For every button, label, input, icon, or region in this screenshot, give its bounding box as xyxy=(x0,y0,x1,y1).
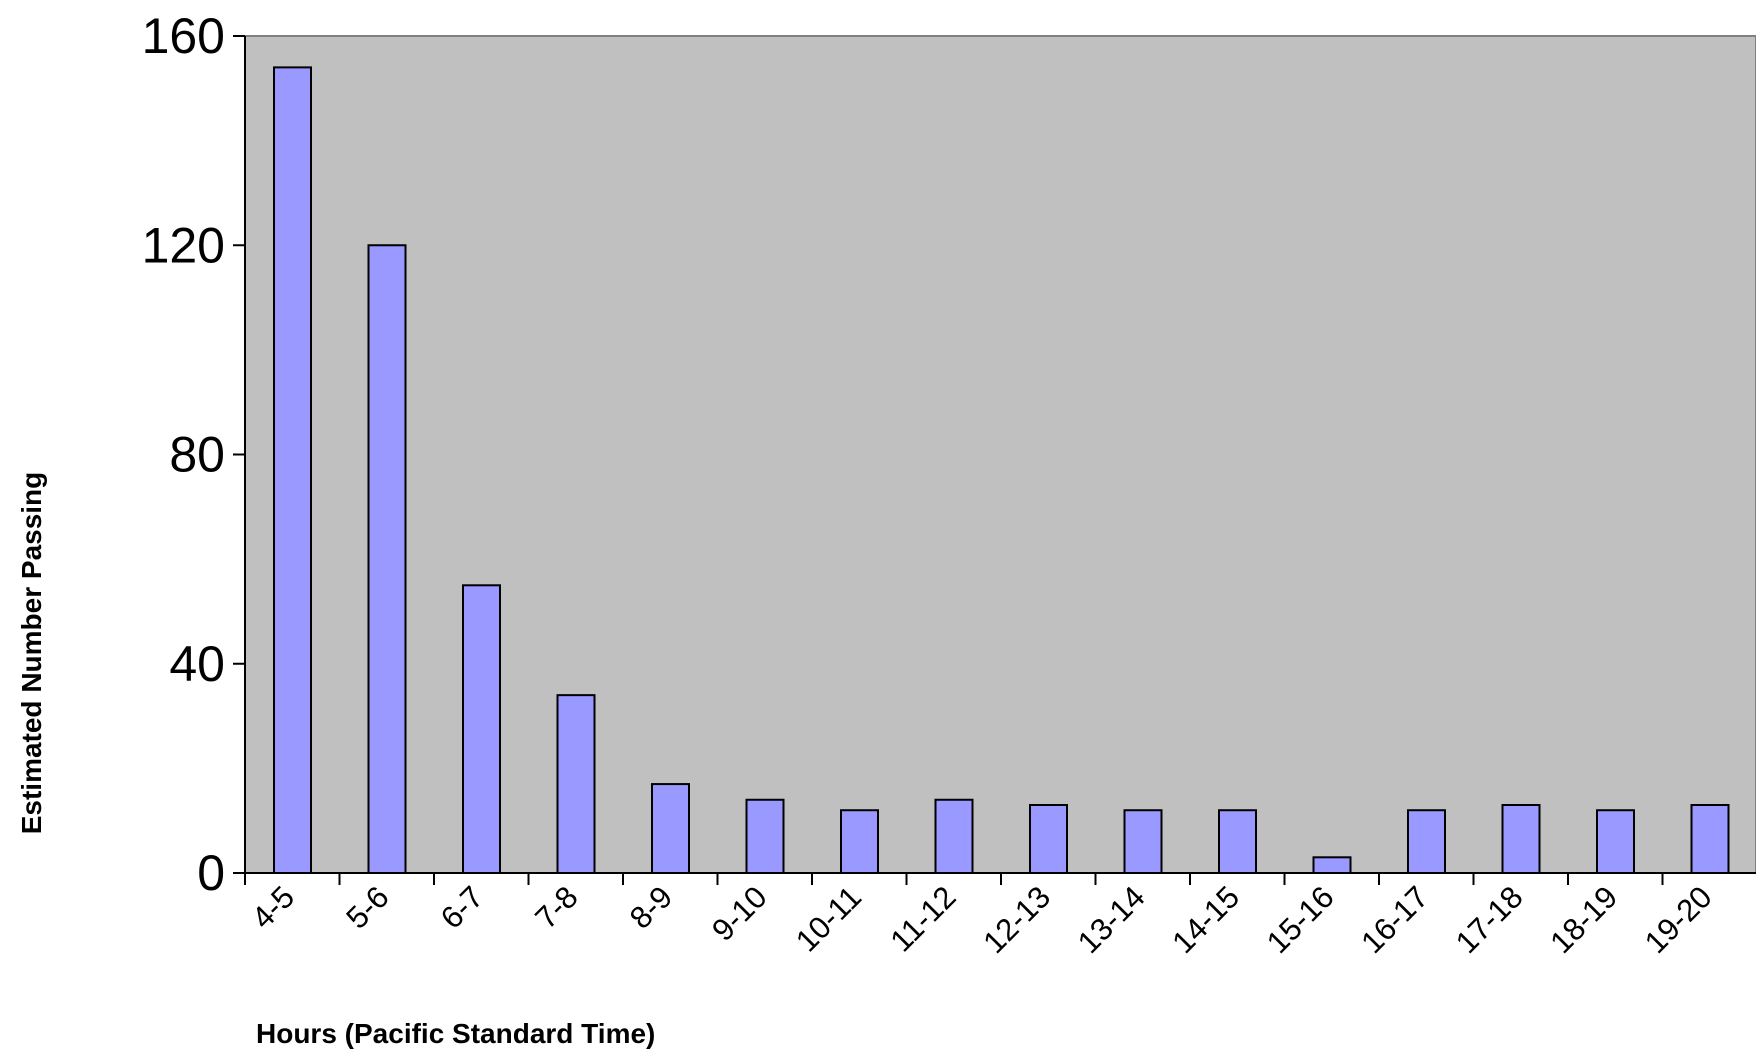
bar-10-11 xyxy=(840,809,879,874)
x-tick-label-14-15: 14-15 xyxy=(1165,879,1246,960)
y-tick-label-160: 160 xyxy=(142,8,225,64)
x-tick-label-19-20: 19-20 xyxy=(1638,879,1719,960)
bar-12-13 xyxy=(1029,803,1068,875)
x-axis: 4-5 5-6 6-7 7-8 8-9 9-10 10-11 11-12 12-13 13-14 1… xyxy=(244,872,1756,960)
bar-13-14 xyxy=(1123,809,1163,874)
bar-4-5 xyxy=(273,66,312,874)
bar-17-18 xyxy=(1501,803,1541,875)
y-axis-title: Estimated Number Passing xyxy=(16,472,47,835)
x-tick-label-7-8: 7-8 xyxy=(528,879,584,935)
y-tick-label-40: 40 xyxy=(169,636,225,692)
bar-16-17 xyxy=(1407,809,1446,874)
bar-14-15 xyxy=(1218,809,1257,874)
x-tick-label-15-16: 15-16 xyxy=(1260,879,1341,960)
x-tick-label-16-17: 16-17 xyxy=(1354,879,1435,960)
bar-8-9 xyxy=(651,783,690,874)
x-tick-label-17-18: 17-18 xyxy=(1449,879,1530,960)
x-tick-label-12-13: 12-13 xyxy=(976,879,1057,960)
x-axis-title: Hours (Pacific Standard Time) xyxy=(256,1018,655,1049)
x-tick-label-8-9: 8-9 xyxy=(623,879,679,935)
bar-15-16 xyxy=(1312,856,1352,875)
y-tick-label-120: 120 xyxy=(142,217,225,273)
bar-19-20 xyxy=(1690,803,1730,875)
x-tick-label-9-10: 9-10 xyxy=(705,879,774,948)
y-tick-label-0: 0 xyxy=(197,845,225,901)
x-tick-label-10-11: 10-11 xyxy=(789,879,868,958)
x-tick-label-5-6: 5-6 xyxy=(339,879,395,935)
bar-7-8 xyxy=(556,694,596,875)
x-tick-label-13-14: 13-14 xyxy=(1071,879,1152,960)
x-tick-label-18-19: 18-19 xyxy=(1543,879,1624,960)
x-tick-label-11-12: 11-12 xyxy=(884,879,963,958)
y-tick-label-80: 80 xyxy=(169,427,225,483)
x-tick-label-4-5: 4-5 xyxy=(245,879,301,935)
bar-6-7 xyxy=(462,584,501,874)
bar-18-19 xyxy=(1596,809,1635,874)
bar-5-6 xyxy=(367,244,407,874)
y-axis: 0 40 80 120 160 xyxy=(142,8,246,901)
bar-9-10 xyxy=(745,798,785,875)
x-tick-label-6-7: 6-7 xyxy=(434,879,490,935)
bar-11-12 xyxy=(934,798,974,875)
